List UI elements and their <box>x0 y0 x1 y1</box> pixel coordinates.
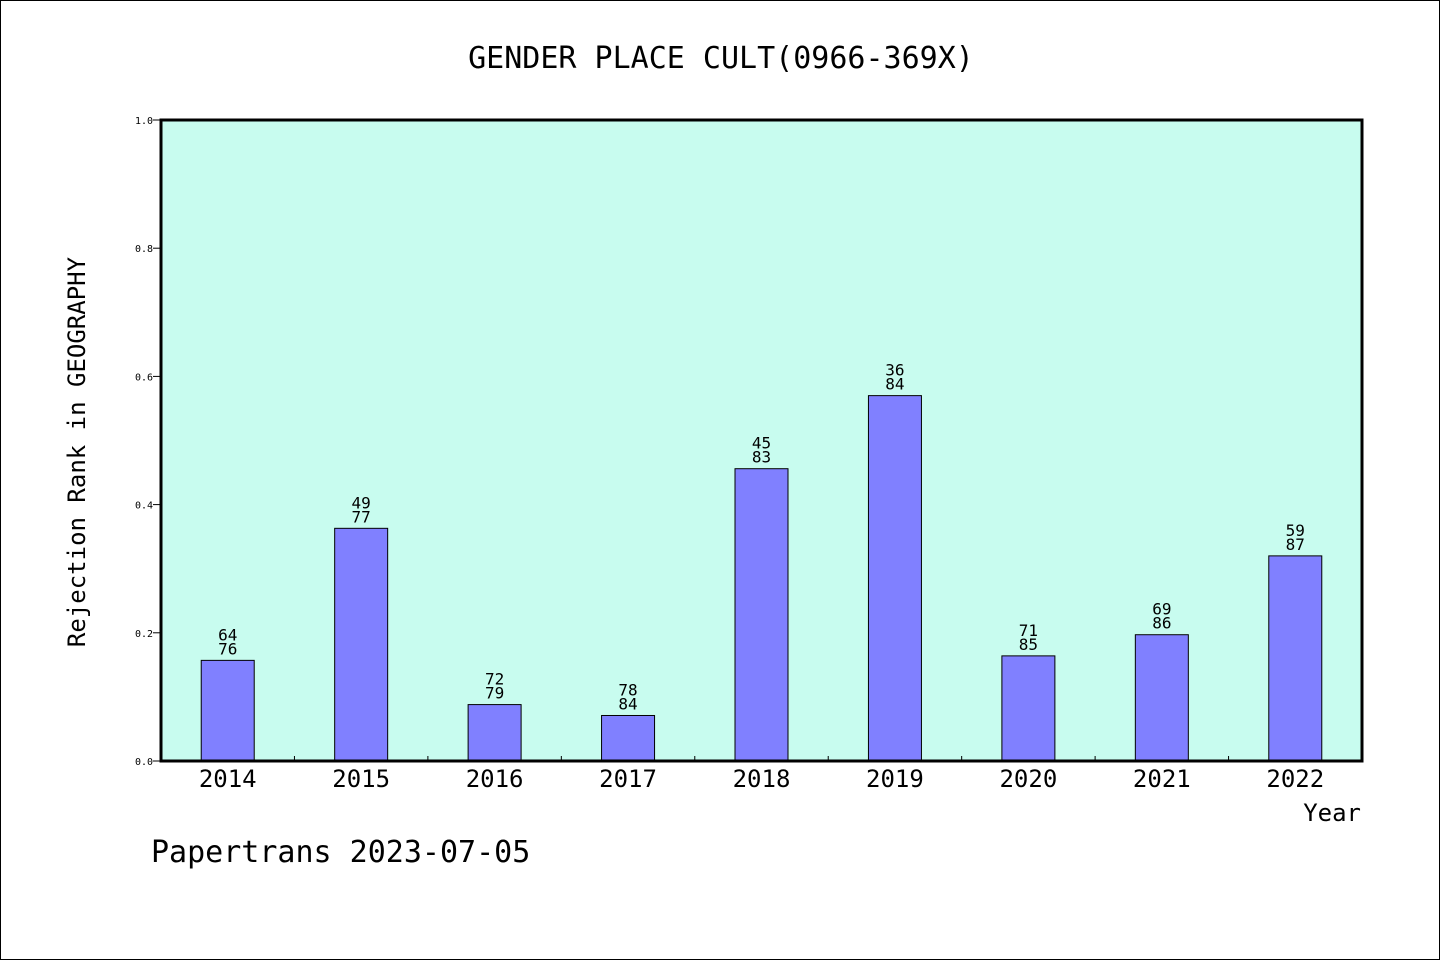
bar-2018 <box>734 468 789 762</box>
y-tick-label: 0.2 <box>135 629 153 640</box>
bar-2021 <box>1134 634 1189 762</box>
bar-2014 <box>200 659 255 762</box>
data-label-top: 36 <box>885 361 904 380</box>
x-axis-label: Year <box>1303 799 1361 827</box>
y-tick-label: 1.0 <box>135 116 153 127</box>
y-tick-label: 0.4 <box>135 501 153 512</box>
bar-2019 <box>867 395 922 762</box>
data-label-bottom: 87 <box>1286 535 1305 554</box>
bar-2022 <box>1268 555 1323 762</box>
data-label-bottom: 79 <box>485 684 504 703</box>
y-tick-label: 0.0 <box>135 757 153 768</box>
y-tick-label: 0.8 <box>135 244 153 255</box>
x-tick-label: 2014 <box>199 765 257 793</box>
data-label-top: 59 <box>1286 521 1305 540</box>
data-label-top: 72 <box>485 670 504 689</box>
plot-border <box>159 118 1364 763</box>
x-tick-label: 2016 <box>466 765 524 793</box>
x-tick-label: 2019 <box>866 765 924 793</box>
chart-title: GENDER PLACE CULT(0966-369X) <box>468 41 974 76</box>
data-label-bottom: 84 <box>885 375 904 394</box>
bar-2020 <box>1001 655 1056 762</box>
x-tick-label: 2022 <box>1266 765 1324 793</box>
bar-2015 <box>334 527 389 762</box>
data-label-bottom: 84 <box>618 694 637 713</box>
bar-2016 <box>467 704 522 762</box>
x-tick-label: 2017 <box>599 765 657 793</box>
footer-date-text: Papertrans 2023-07-05 <box>151 835 531 870</box>
data-label-bottom: 85 <box>1019 635 1038 654</box>
x-tick-label: 2015 <box>332 765 390 793</box>
bar-2017 <box>601 714 656 762</box>
y-axis-label: Rejection Rank in GEOGRAPHY <box>63 256 91 647</box>
data-label-top: 69 <box>1152 600 1171 619</box>
x-tick-label: 2021 <box>1133 765 1191 793</box>
y-tick-label: 0.6 <box>135 372 153 383</box>
data-label-bottom: 77 <box>352 507 371 526</box>
data-label-bottom: 86 <box>1152 614 1171 633</box>
data-label-top: 49 <box>352 493 371 512</box>
data-label-top: 64 <box>218 625 237 644</box>
data-label-bottom: 76 <box>218 639 237 658</box>
data-label-top: 71 <box>1019 621 1038 640</box>
data-label-top: 78 <box>618 680 637 699</box>
x-tick-label: 2018 <box>733 765 791 793</box>
data-label-bottom: 83 <box>752 448 771 467</box>
data-label-top: 45 <box>752 434 771 453</box>
x-tick-label: 2020 <box>999 765 1057 793</box>
